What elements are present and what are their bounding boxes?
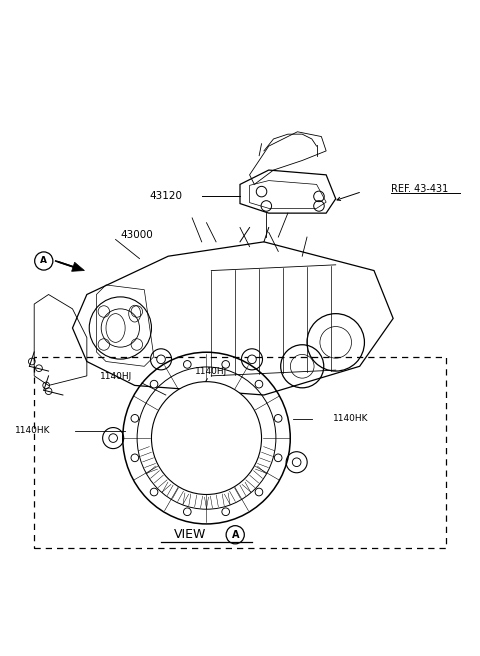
Circle shape	[248, 355, 256, 363]
Bar	[34, 357, 446, 548]
Circle shape	[150, 380, 158, 388]
Circle shape	[275, 415, 282, 422]
Circle shape	[292, 458, 301, 466]
Circle shape	[255, 380, 263, 388]
Circle shape	[109, 434, 118, 442]
Circle shape	[131, 415, 139, 422]
Text: REF. 43-431: REF. 43-431	[391, 184, 448, 194]
Text: A: A	[231, 530, 239, 540]
Circle shape	[183, 508, 191, 516]
Circle shape	[222, 508, 229, 516]
Text: 1140HJ: 1140HJ	[194, 367, 227, 376]
Circle shape	[275, 454, 282, 462]
Circle shape	[157, 355, 165, 363]
Circle shape	[222, 361, 229, 368]
Text: A: A	[40, 256, 47, 266]
Circle shape	[255, 488, 263, 496]
Text: 1140HK: 1140HK	[333, 415, 369, 423]
Text: 43120: 43120	[150, 192, 182, 201]
Circle shape	[183, 361, 191, 368]
Circle shape	[150, 488, 158, 496]
Text: 43000: 43000	[120, 230, 153, 239]
Circle shape	[131, 454, 139, 462]
Text: VIEW: VIEW	[174, 528, 206, 541]
Text: 1140HJ: 1140HJ	[100, 372, 132, 380]
Ellipse shape	[152, 382, 262, 495]
Polygon shape	[72, 262, 84, 272]
Text: 1140HK: 1140HK	[15, 426, 51, 436]
